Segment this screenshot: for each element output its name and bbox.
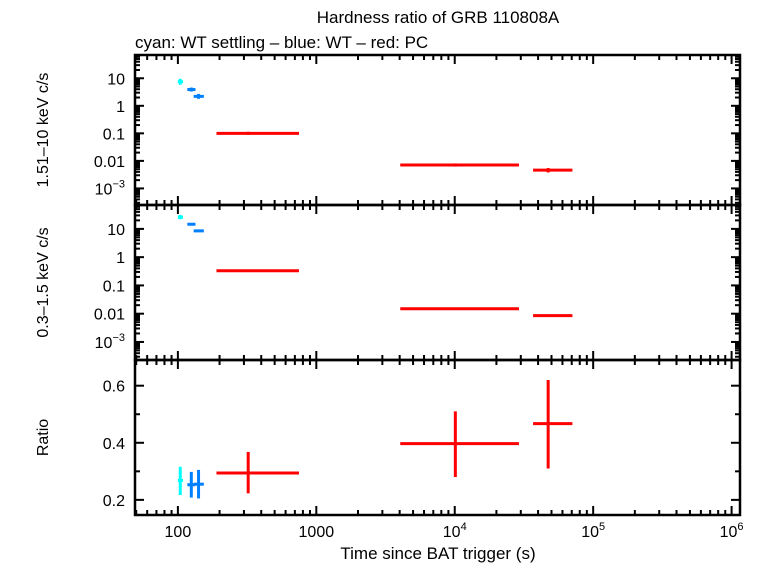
y-tick-label: 0.01 — [94, 154, 125, 171]
panel-frame — [133, 358, 742, 517]
panel-frame — [133, 53, 742, 207]
y-tick-label: 0.6 — [103, 379, 125, 396]
x-tick-label: 106 — [720, 521, 744, 541]
y-axis-label: Ratio — [35, 419, 52, 456]
y-tick-label: 1 — [116, 99, 125, 116]
x-tick-label: 105 — [581, 521, 605, 541]
panel-frame — [133, 203, 742, 362]
x-tick-label: 100 — [165, 524, 192, 541]
y-tick-label: 0.01 — [94, 307, 125, 324]
y-tick-label: 10−3 — [95, 178, 125, 198]
x-tick-label: 104 — [443, 521, 467, 541]
y-tick-label: 0.4 — [103, 436, 125, 453]
y-tick-label: 0.2 — [103, 493, 125, 510]
y-axis-label: 0.3–1.5 keV c/s — [35, 227, 52, 337]
y-tick-label: 0.1 — [103, 126, 125, 143]
y-tick-label: 1 — [116, 250, 125, 267]
chart-title: Hardness ratio of GRB 110808A — [317, 8, 560, 27]
y-tick-label: 10 — [107, 71, 125, 88]
y-tick-label: 0.1 — [103, 278, 125, 295]
chart-subtitle: cyan: WT settling – blue: WT – red: PC — [135, 33, 428, 52]
y-axis-label: 1.51–10 keV c/s — [35, 73, 52, 188]
y-tick-label: 10 — [107, 222, 125, 239]
y-tick-label: 10−3 — [95, 332, 125, 352]
x-axis-label: Time since BAT trigger (s) — [340, 544, 535, 563]
x-tick-label: 1000 — [299, 524, 335, 541]
